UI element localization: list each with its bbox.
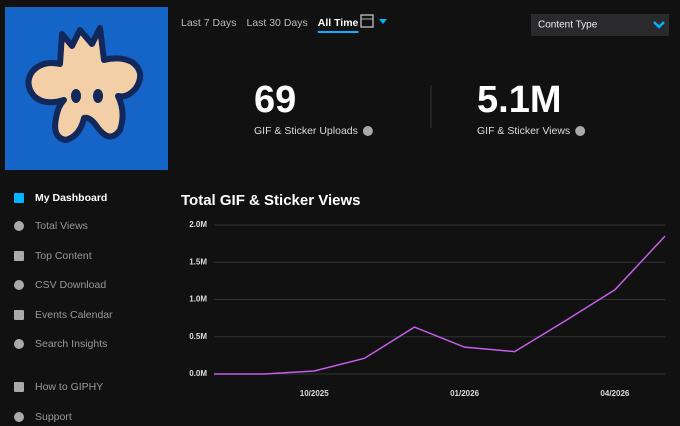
y-tick-label: 1.0M [189, 295, 207, 304]
x-tick-label: 04/2026 [600, 389, 629, 398]
nav-icon[interactable] [14, 382, 24, 392]
channel-avatar [5, 7, 168, 170]
nav-icon[interactable] [14, 221, 24, 231]
nav-item[interactable]: Support [35, 411, 72, 423]
filter-option[interactable]: All Time [318, 17, 359, 29]
nav-item[interactable]: Events Calendar [35, 309, 113, 321]
y-tick-label: 0.0M [189, 369, 207, 378]
stat-value: 5.1M [477, 79, 561, 121]
nav-item[interactable]: How to GIPHY [35, 381, 103, 393]
stat-value: 69 [254, 79, 296, 121]
nav-item[interactable]: My Dashboard [35, 192, 107, 204]
filter-option[interactable]: Last 30 Days [246, 17, 307, 29]
date-filters: Last 7 Days Last 30 Days All Time [181, 17, 359, 33]
stats: 69 GIF & Sticker Uploads 5.1M GIF & Sticker… [254, 79, 586, 137]
dropdown-label: Content Type [538, 20, 598, 31]
nav-icon[interactable] [14, 310, 24, 320]
calendar-picker[interactable] [360, 14, 387, 28]
nav-item[interactable]: Search Insights [35, 338, 107, 350]
nav-icon[interactable] [14, 193, 24, 203]
filter-option[interactable]: Last 7 Days [181, 17, 236, 29]
nav-item[interactable]: Top Content [35, 250, 92, 262]
y-tick-label: 1.5M [189, 257, 207, 266]
y-tick-label: 0.5M [189, 332, 207, 341]
data-line [214, 235, 666, 375]
x-tick-label: 01/2026 [450, 389, 479, 398]
info-icon[interactable] [575, 126, 586, 136]
content-type-dropdown[interactable]: Content Type [531, 14, 669, 36]
nav-icon[interactable] [14, 251, 24, 261]
x-tick-label: 10/2025 [300, 389, 329, 398]
nav-item[interactable]: CSV Download [35, 279, 106, 291]
nav-icon[interactable] [14, 339, 24, 349]
stat-label: GIF & Sticker Uploads [254, 125, 358, 137]
sidebar-nav: My Dashboard Total Views Top Content CSV Do… [14, 192, 113, 423]
info-icon[interactable] [362, 126, 373, 136]
nav-item[interactable]: Total Views [35, 220, 88, 232]
stat-label: GIF & Sticker Views [477, 125, 570, 137]
chart: 0.0M 0.5M 1.0M 1.5M 2.0M 10/2025 01/2026 04/202… [189, 220, 666, 398]
y-tick-label: 2.0M [189, 220, 207, 229]
chart-title: Total GIF & Sticker Views [181, 192, 361, 209]
nav-icon[interactable] [14, 412, 24, 422]
nav-icon[interactable] [14, 280, 24, 290]
